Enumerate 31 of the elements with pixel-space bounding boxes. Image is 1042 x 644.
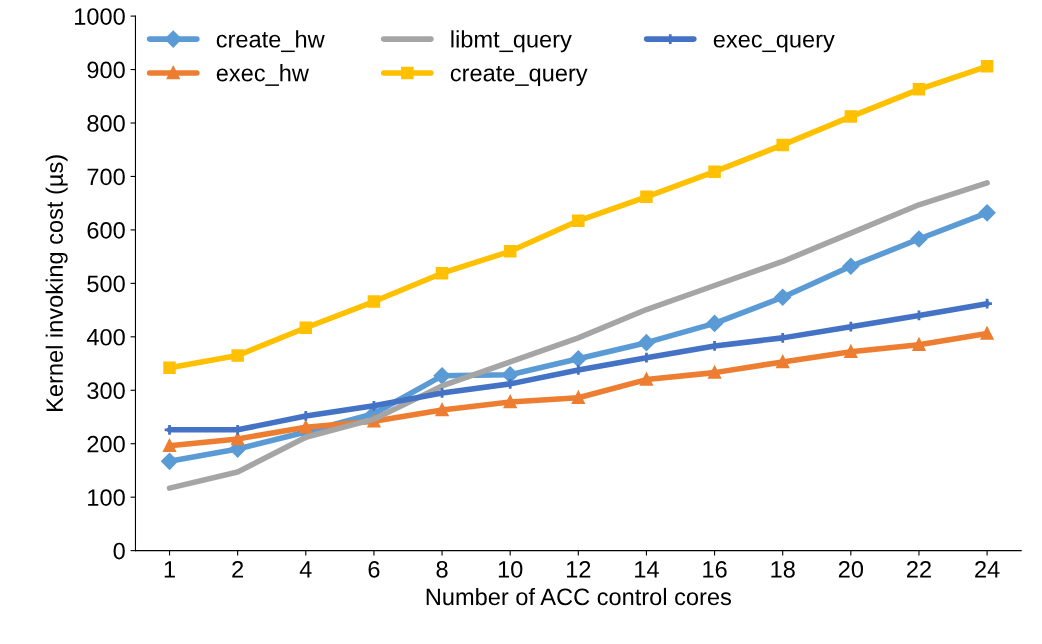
x-tick-label: 22 [907, 560, 931, 578]
x-tick-label: 14 [635, 561, 659, 578]
x-tick-label: 1 [164, 561, 175, 578]
y-tick-label: 500 [87, 275, 125, 293]
legend-label: libmt_query [451, 30, 572, 53]
y-tick-label: 600 [87, 221, 125, 239]
x-tick-label: 4 [299, 561, 312, 578]
x-tick-label: 10 [498, 560, 523, 578]
y-axis-title: Kernel invoking cost (µs) [45, 155, 68, 411]
y-tick-label: 300 [87, 382, 125, 400]
x-axis-title: Number of ACC control cores [426, 587, 731, 606]
legend-label: create_hw [216, 30, 325, 53]
x-tick-label: 12 [566, 560, 591, 578]
legend-label: create_query [450, 65, 588, 87]
x-tick-label: 18 [771, 560, 795, 578]
y-tick-label: 900 [87, 61, 125, 79]
x-tick-label: 24 [975, 560, 1000, 578]
legend-label: exec_hw [216, 64, 309, 86]
x-tick-label: 6 [368, 560, 380, 578]
y-tick-label: 400 [86, 328, 125, 346]
y-tick-label: 1000 [75, 8, 125, 25]
y-tick-label: 700 [87, 168, 125, 186]
y-tick-label: 800 [87, 115, 125, 132]
y-tick-label: 0 [113, 542, 125, 560]
x-tick-label: 8 [436, 560, 448, 578]
y-tick-label: 200 [87, 435, 125, 453]
legend-label: exec_query [713, 34, 835, 53]
x-tick-label: 16 [703, 560, 727, 578]
y-tick-label: 100 [88, 489, 125, 506]
x-tick-label: 20 [838, 560, 864, 578]
x-tick-label: 2 [232, 560, 244, 578]
